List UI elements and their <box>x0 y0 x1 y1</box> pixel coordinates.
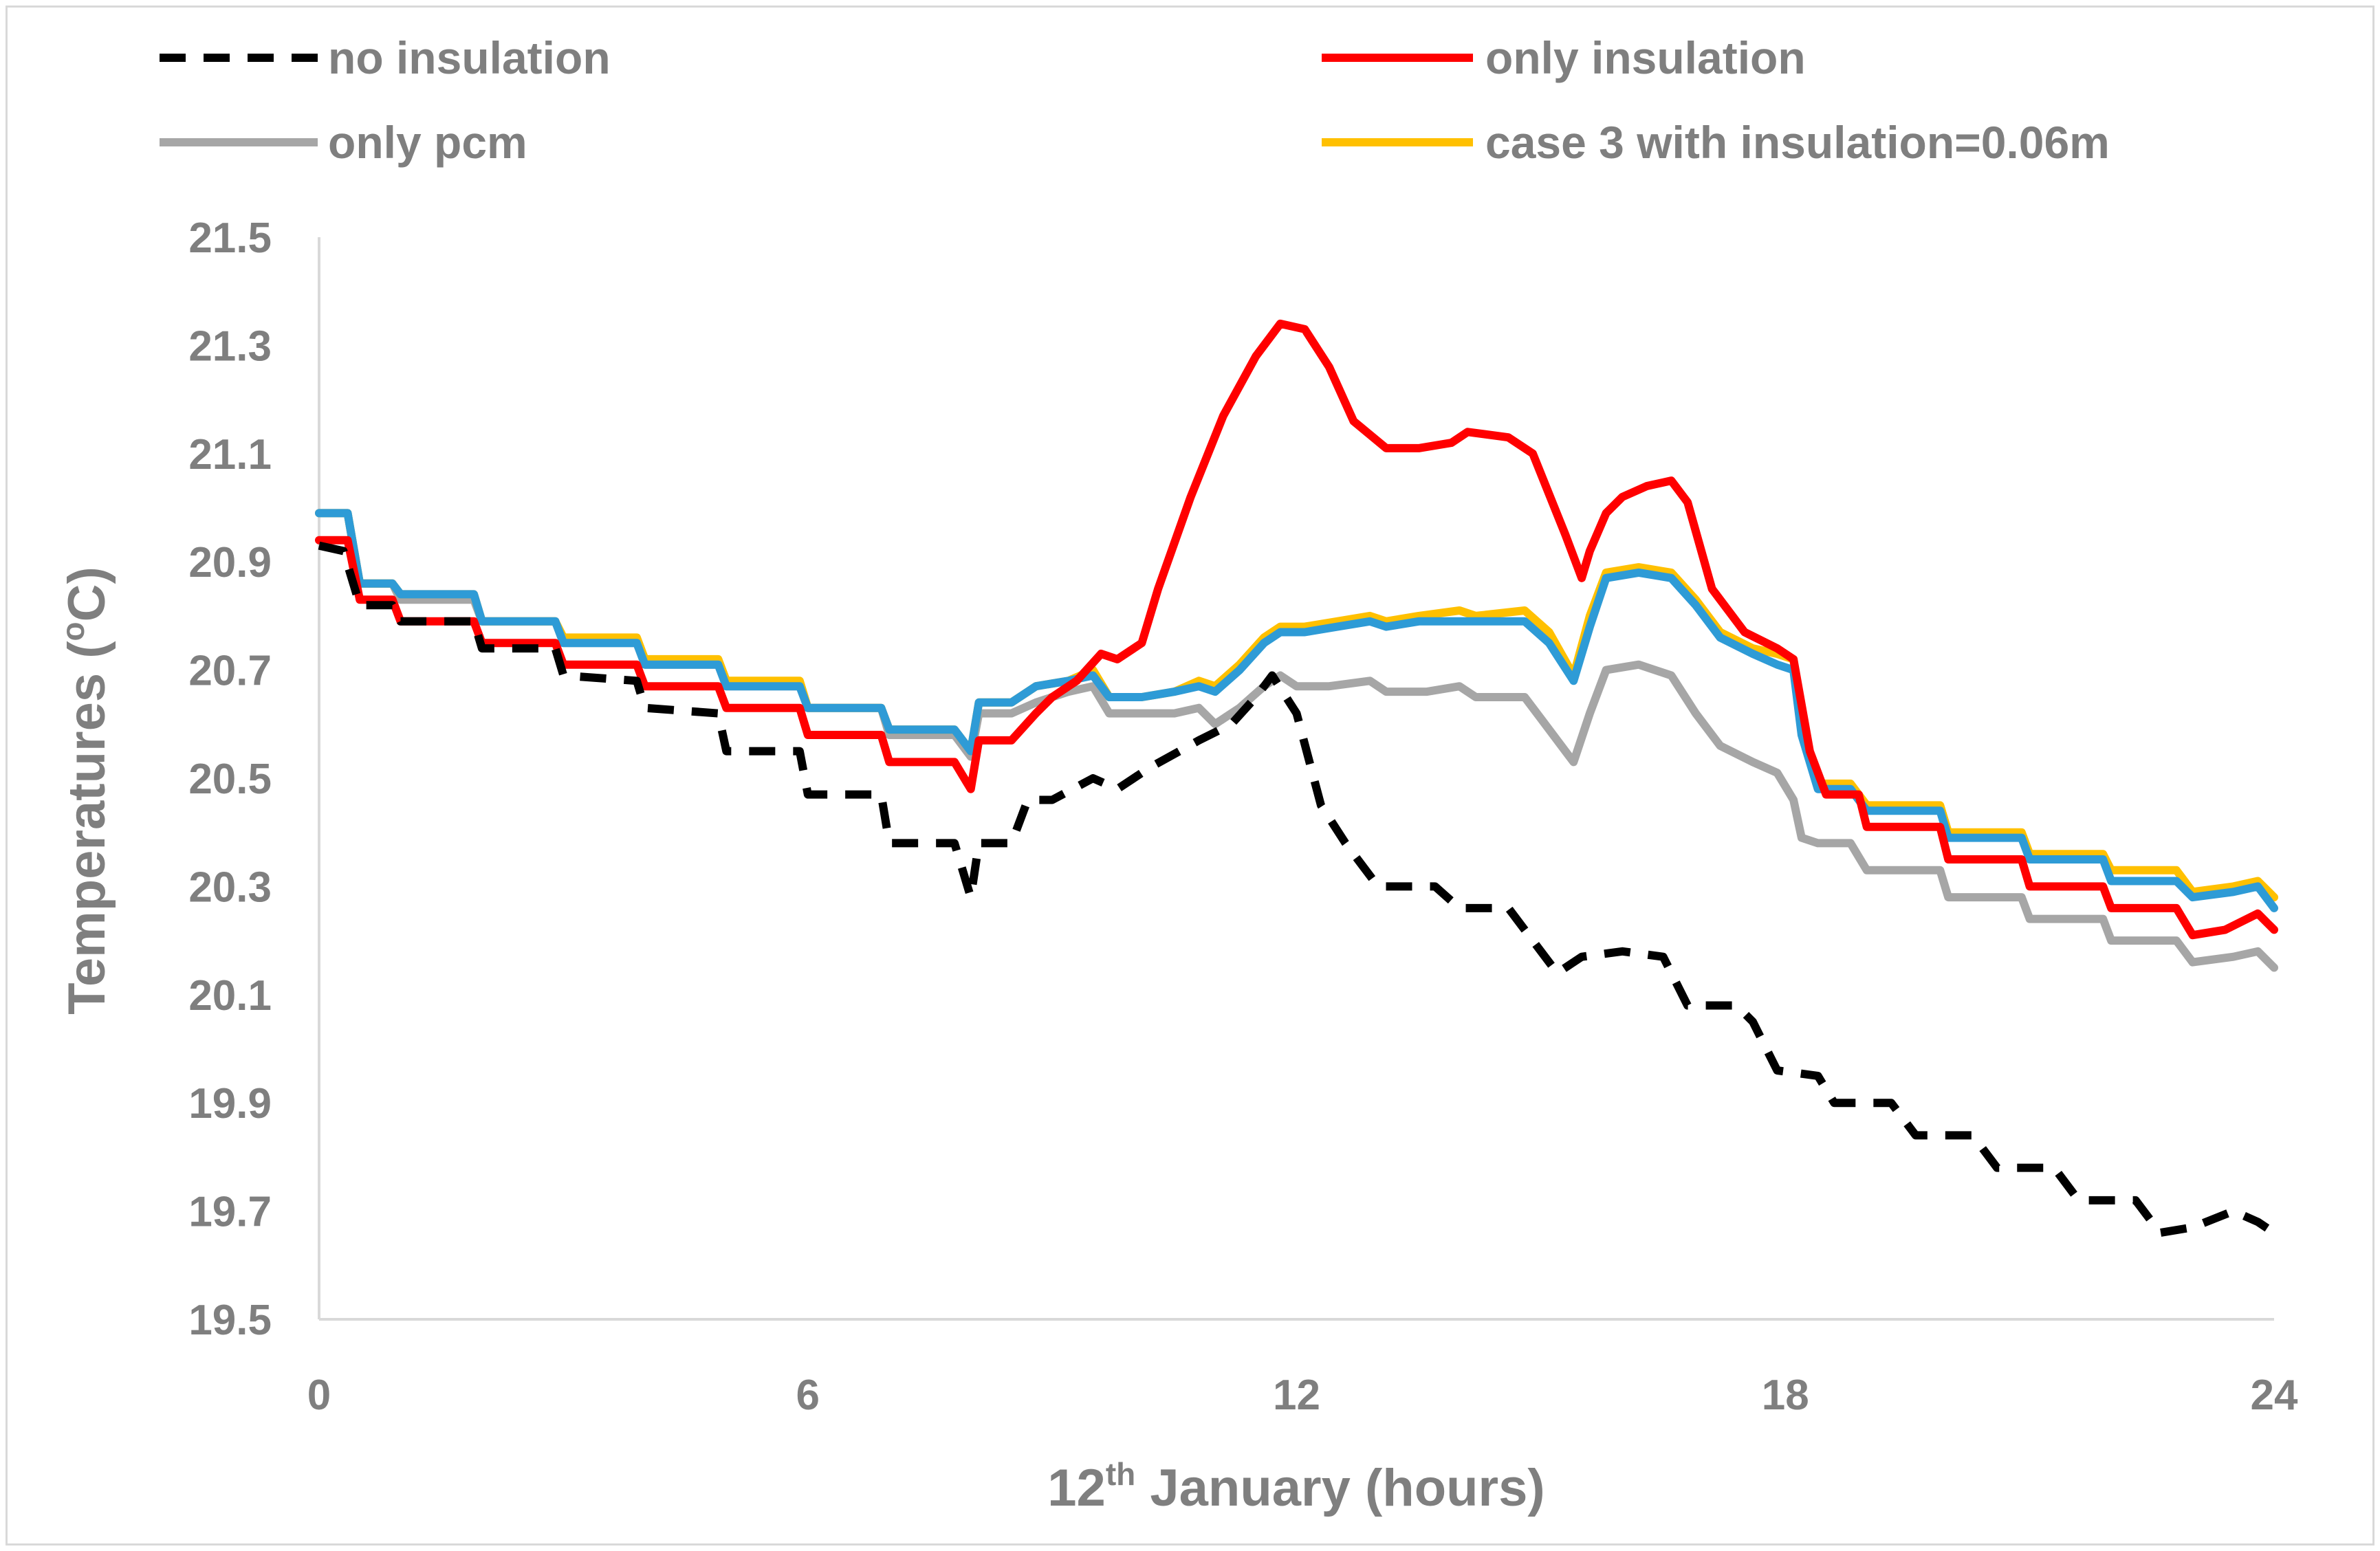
legend-item-case-3[interactable]: case 3 with insulation=0.06m <box>1322 117 2110 168</box>
x-tick-label: 12 <box>1273 1372 1320 1419</box>
y-tick-label: 21.1 <box>188 431 272 478</box>
series-line-only-insulation <box>315 319 2278 940</box>
y-tick-label: 21.3 <box>188 322 272 370</box>
legend-item-only-insulation[interactable]: only insulation <box>1322 32 1806 83</box>
y-tick-label: 20.1 <box>188 972 272 1020</box>
x-tick-label: 18 <box>1762 1372 1809 1419</box>
series-line-only-pcm <box>315 509 2278 972</box>
legend-label-only-insulation: only insulation <box>1485 32 1806 83</box>
y-tick-labels: 19.5 19.7 19.9 20.1 20.3 20.5 20.7 20.9 21.1 21.3… <box>188 214 272 1344</box>
y-tick-label: 20.9 <box>188 539 272 586</box>
series-line-no-insulation <box>318 541 2277 1238</box>
y-axis-title: Temperatures (oC) <box>55 566 116 1015</box>
x-axis-title-prefix: 12 <box>1047 1459 1106 1517</box>
legend: no insulation only insulation only pcm c… <box>160 32 2110 168</box>
y-tick-label: 20.5 <box>188 756 272 803</box>
series-line-case-3 <box>315 509 2278 902</box>
series-layer <box>315 319 2278 1238</box>
x-axis-title-suffix: January (hours) <box>1135 1459 1544 1517</box>
x-tick-label: 6 <box>796 1372 820 1419</box>
y-axis-title-suffix: C) <box>58 566 116 622</box>
chart-frame <box>6 6 2374 1546</box>
y-axis-title-prefix: Temperatures ( <box>58 641 116 1015</box>
series-line-blue <box>315 509 2278 912</box>
legend-label-only-pcm: only pcm <box>328 117 527 168</box>
y-tick-label: 21.5 <box>188 214 272 262</box>
legend-label-case-3: case 3 with insulation=0.06m <box>1485 117 2110 168</box>
x-tick-label: 0 <box>307 1372 331 1419</box>
x-tick-labels: 0 6 12 18 24 <box>307 1372 2298 1419</box>
y-tick-label: 20.3 <box>188 864 272 911</box>
y-tick-label: 19.9 <box>188 1080 272 1128</box>
y-tick-label: 19.5 <box>188 1297 272 1344</box>
x-axis-title: 12th January (hours) <box>1047 1456 1544 1517</box>
y-axis-title-sup: o <box>55 622 91 641</box>
legend-label-no-insulation: no insulation <box>328 32 611 83</box>
legend-item-only-pcm[interactable]: only pcm <box>160 117 527 168</box>
y-tick-label: 19.7 <box>188 1189 272 1236</box>
x-tick-label: 24 <box>2251 1372 2298 1419</box>
y-tick-label: 20.7 <box>188 648 272 695</box>
x-axis-title-sup: th <box>1106 1456 1135 1492</box>
legend-item-no-insulation[interactable]: no insulation <box>160 32 611 83</box>
